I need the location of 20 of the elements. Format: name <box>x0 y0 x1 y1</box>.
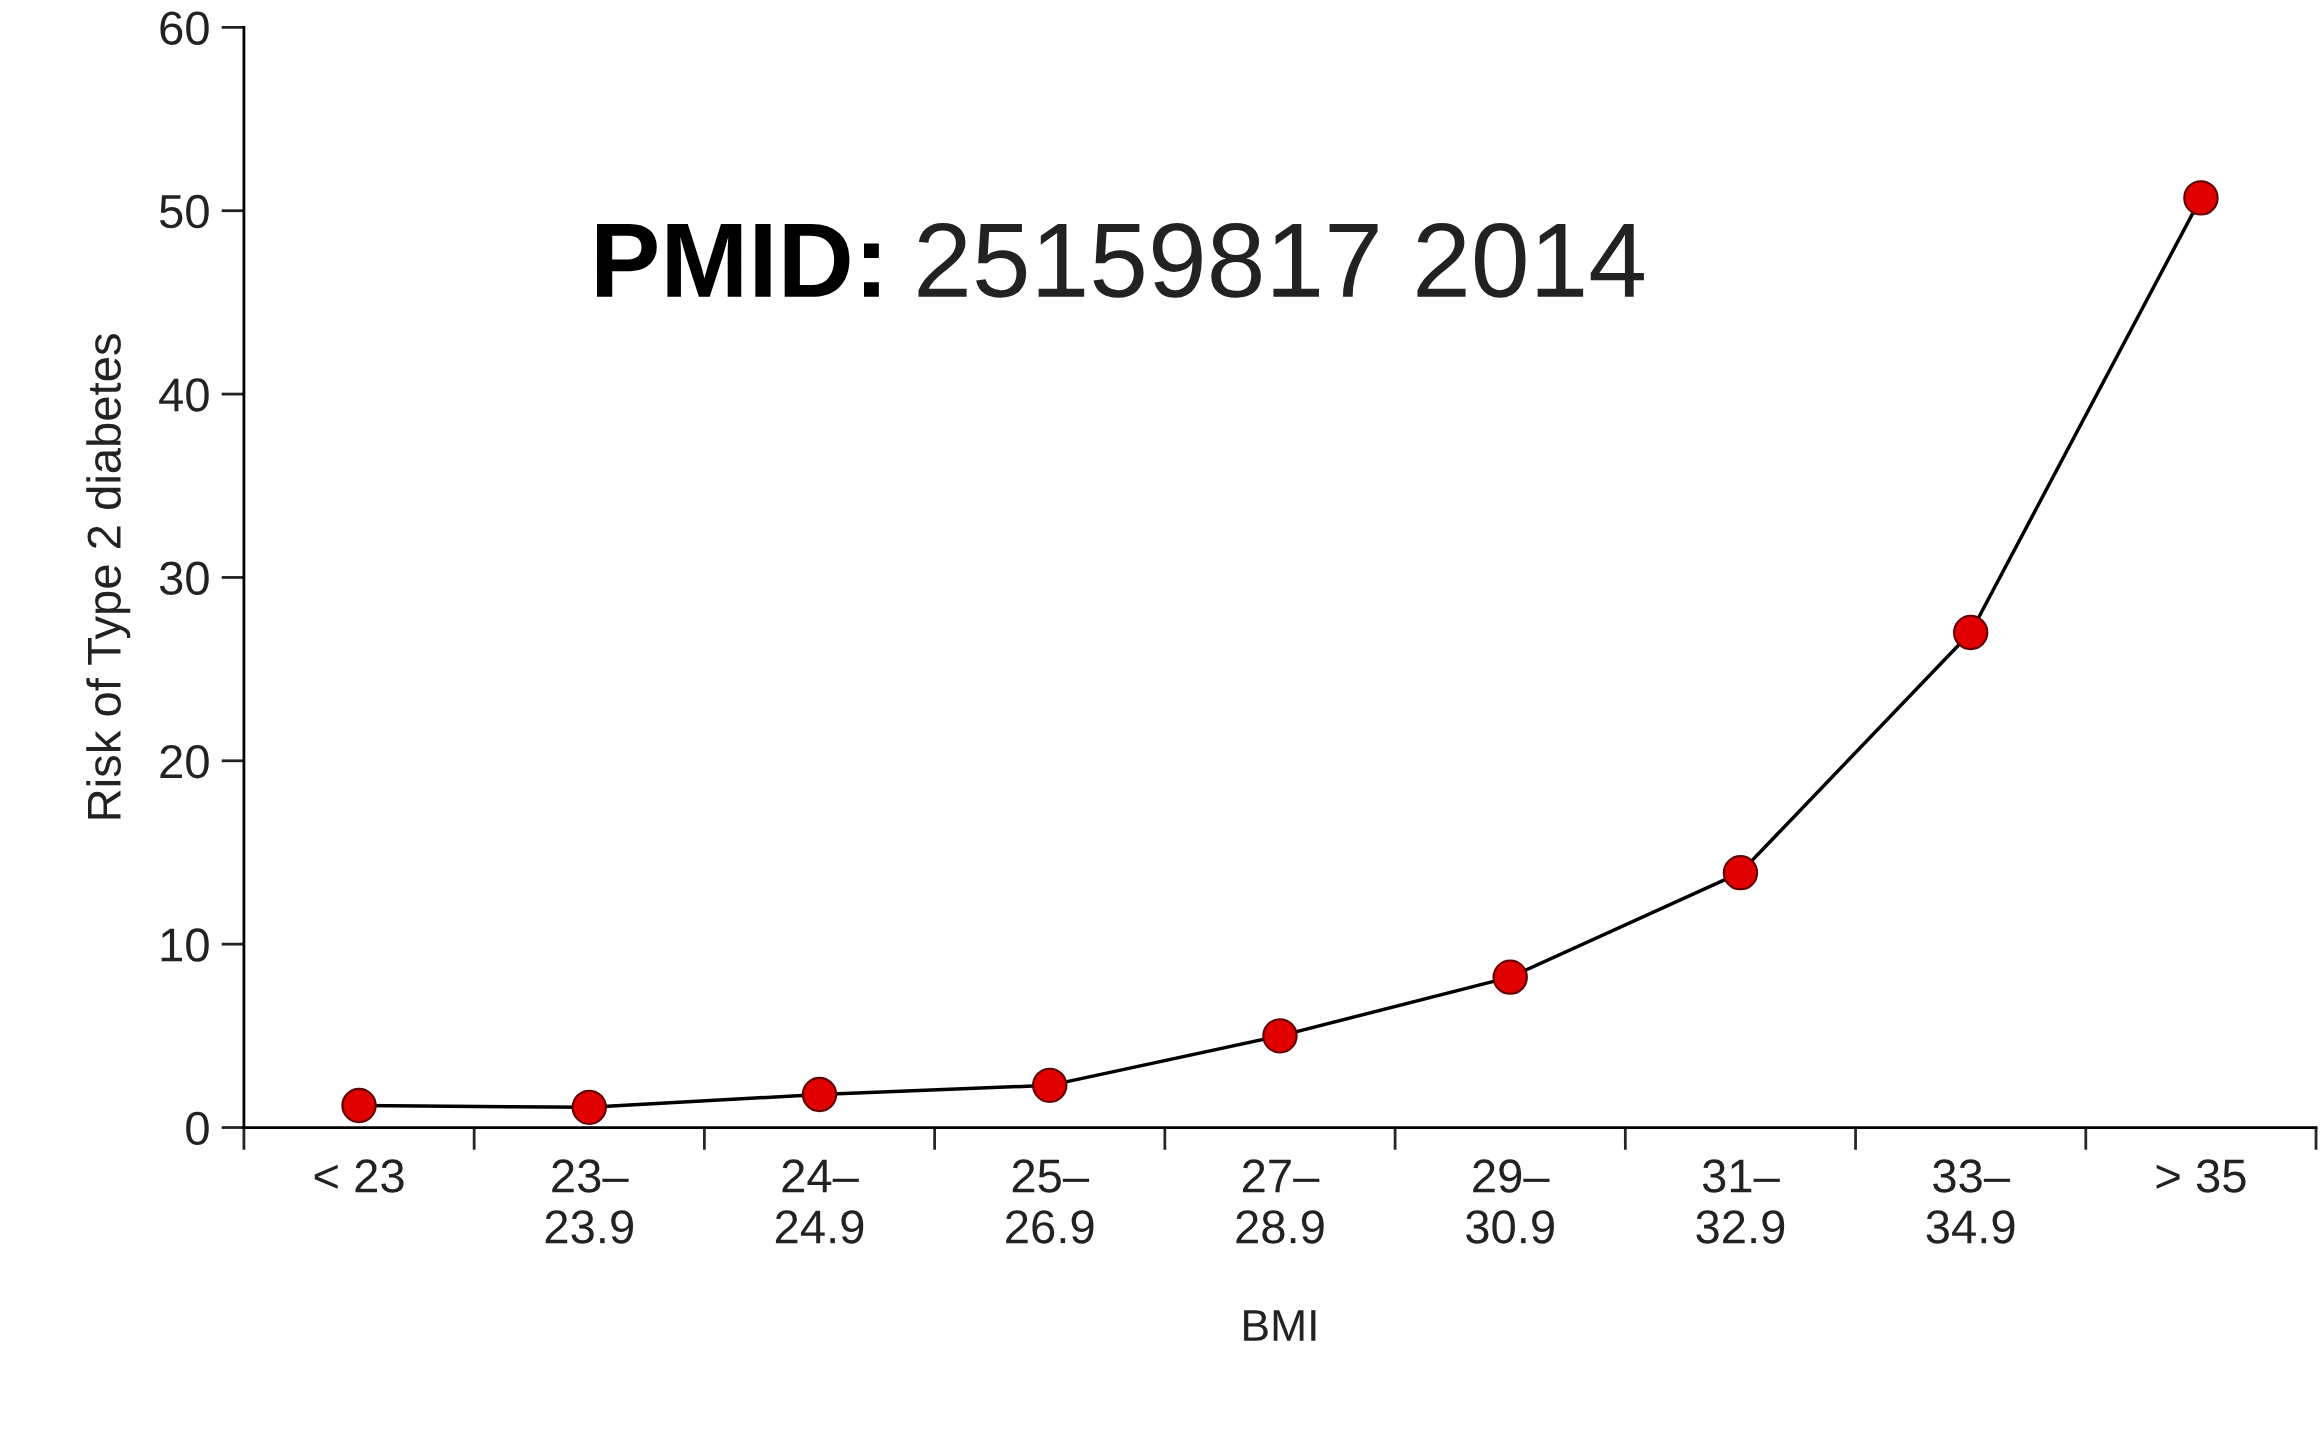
y-tick-label: 50 <box>159 194 209 229</box>
x-tick-label: 33– 34.9 <box>1926 1159 2015 1244</box>
x-tick-label: 31– 32.9 <box>1696 1159 1785 1244</box>
annotation: PMID: <box>597 224 879 297</box>
y-axis-title: Risk of Type 2 diabetes <box>86 334 131 819</box>
x-axis-title: BMI <box>1244 1310 1316 1341</box>
y-tick-label: 30 <box>159 561 209 596</box>
y-tick-label: 60 <box>160 11 209 45</box>
x-tick-label: 25– 26.9 <box>1006 1159 1094 1244</box>
x-tick-label: 24– 24.9 <box>775 1159 864 1244</box>
y-tick-label: 10 <box>161 928 209 962</box>
x-tick-label: > 35 <box>2156 1159 2246 1193</box>
x-tick-label: 27– 28.9 <box>1236 1159 1324 1244</box>
y-tick-label: 40 <box>159 378 209 412</box>
y-tick-label: 0 <box>186 1111 209 1146</box>
annotation: 25159817 2014 <box>918 222 1644 298</box>
x-tick-label: < 23 <box>314 1159 404 1193</box>
x-tick-label: 29– 30.9 <box>1466 1159 1554 1244</box>
y-tick-label: 20 <box>160 744 209 779</box>
x-tick-label: 23– 23.9 <box>545 1159 633 1244</box>
